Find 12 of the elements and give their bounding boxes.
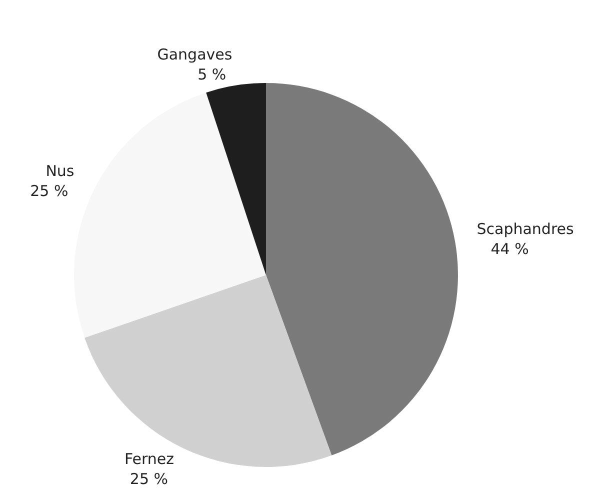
slice-label: Fernez	[124, 450, 174, 468]
slice-label: Nus	[46, 162, 74, 180]
pie-slice	[266, 83, 458, 456]
data-label: 5 %	[198, 66, 226, 84]
pie-slice	[74, 92, 266, 338]
pie-slice	[84, 275, 332, 467]
slice-label: Scaphandres	[476, 220, 574, 238]
data-label: 25 %	[130, 470, 168, 488]
data-label: 44 %	[490, 240, 529, 258]
slice-label: Gangaves	[157, 46, 232, 64]
pie-slice	[206, 83, 266, 275]
data-label: 25 %	[30, 182, 68, 200]
